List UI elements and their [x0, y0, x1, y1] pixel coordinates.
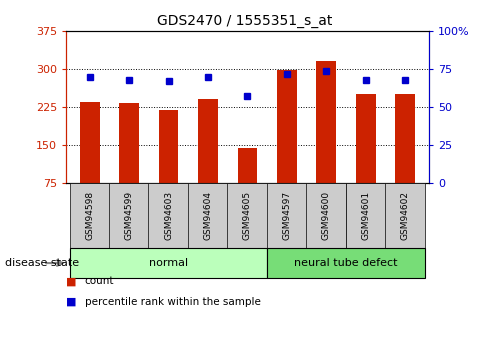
Text: ■: ■	[66, 276, 76, 286]
Text: GSM94604: GSM94604	[203, 191, 213, 240]
Text: GSM94601: GSM94601	[361, 191, 370, 240]
Text: GSM94602: GSM94602	[401, 191, 410, 240]
Bar	[356, 94, 375, 183]
Bar	[80, 102, 99, 183]
Bar	[395, 94, 415, 183]
Text: GSM94605: GSM94605	[243, 191, 252, 240]
Text: disease state: disease state	[5, 258, 79, 268]
Text: ■: ■	[66, 297, 76, 307]
Bar	[277, 70, 297, 183]
Bar	[198, 99, 218, 183]
Text: GSM94599: GSM94599	[125, 191, 134, 240]
Text: GSM94600: GSM94600	[322, 191, 331, 240]
Text: count: count	[85, 276, 114, 286]
Text: percentile rank within the sample: percentile rank within the sample	[85, 297, 261, 307]
Text: GSM94603: GSM94603	[164, 191, 173, 240]
Bar	[238, 148, 257, 183]
Text: GDS2470 / 1555351_s_at: GDS2470 / 1555351_s_at	[157, 14, 333, 28]
Text: neural tube defect: neural tube defect	[294, 258, 398, 268]
Text: normal: normal	[149, 258, 188, 268]
Bar	[120, 104, 139, 183]
Text: GSM94598: GSM94598	[85, 191, 94, 240]
Bar	[317, 61, 336, 183]
Bar	[159, 110, 178, 183]
Text: GSM94597: GSM94597	[282, 191, 292, 240]
